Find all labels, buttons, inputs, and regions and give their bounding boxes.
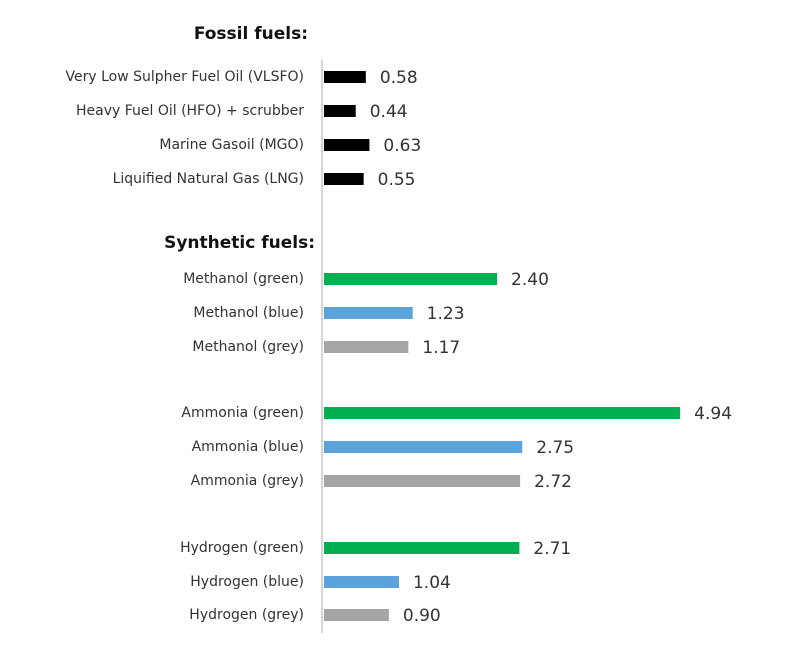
category-label: Ammonia (green) [181,405,304,421]
bar [324,341,409,353]
bar [324,173,364,185]
data-label: 0.90 [403,606,441,626]
bar [324,407,681,419]
bar [324,139,370,151]
bar [324,475,521,487]
bar [324,441,523,453]
data-label: 2.71 [533,539,571,559]
bar [324,105,356,117]
bar [324,273,498,285]
data-label: 2.75 [536,438,574,458]
category-label: Liquified Natural Gas (LNG) [113,171,304,187]
category-label: Methanol (grey) [192,339,304,355]
category-label: Hydrogen (grey) [189,607,304,623]
category-label: Methanol (blue) [193,305,304,321]
data-label: 0.63 [383,136,421,156]
section-title: Synthetic fuels: [164,233,315,253]
bar [324,576,399,588]
category-label: Hydrogen (blue) [190,574,304,590]
bar [324,71,366,83]
data-label: 0.58 [380,68,418,88]
data-label: 2.40 [511,270,549,290]
data-label: 1.17 [422,338,460,358]
category-label: Methanol (green) [183,271,304,287]
data-label: 0.44 [370,102,408,122]
bar [324,609,389,621]
bar [324,542,520,554]
category-label: Ammonia (blue) [192,439,304,455]
data-label: 1.04 [413,573,451,593]
data-label: 4.94 [694,404,732,424]
category-label: Marine Gasoil (MGO) [159,137,304,153]
category-label: Hydrogen (green) [180,540,304,556]
section-title: Fossil fuels: [194,24,308,44]
category-label: Ammonia (grey) [191,473,304,489]
data-label: 1.23 [427,304,465,324]
category-label: Very Low Sulpher Fuel Oil (VLSFO) [66,69,304,85]
category-label: Heavy Fuel Oil (HFO) + scrubber [76,103,304,119]
data-label: 0.55 [378,170,416,190]
data-label: 2.72 [534,472,572,492]
bar [324,307,413,319]
